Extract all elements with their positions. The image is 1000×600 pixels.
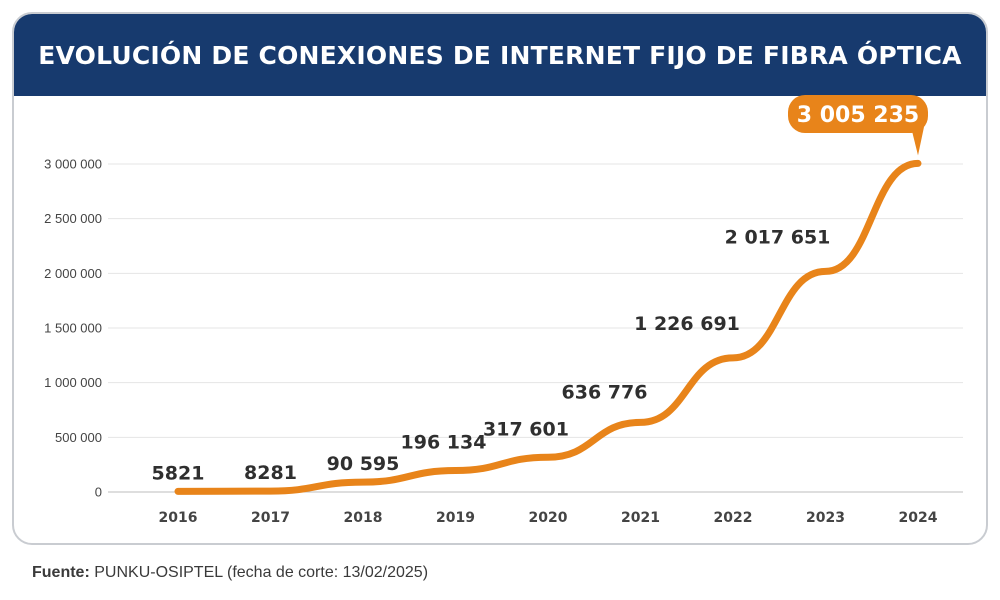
x-tick-label: 2018 — [344, 510, 383, 526]
y-tick-label: 1 000 000 — [44, 375, 102, 390]
x-tick-label: 2019 — [436, 510, 475, 526]
callout-pointer — [912, 127, 924, 156]
data-label: 2 017 651 — [725, 226, 831, 248]
data-label: 317 601 — [483, 418, 569, 440]
x-tick-label: 2022 — [714, 510, 753, 526]
y-tick-label: 2 000 000 — [44, 266, 102, 281]
data-label: 1 226 691 — [634, 313, 740, 335]
data-label: 5821 — [152, 462, 205, 484]
highlight-callout: 3 005 235 — [788, 95, 928, 156]
data-label: 90 595 — [327, 453, 400, 475]
x-tick-label: 2020 — [529, 510, 568, 526]
x-tick-label: 2016 — [159, 510, 198, 526]
y-tick-label: 1 500 000 — [44, 321, 102, 336]
source-text: PUNKU-OSIPTEL (fecha de corte: 13/02/202… — [94, 564, 429, 581]
y-tick-label: 3 000 000 — [44, 157, 102, 172]
source-label: Fuente: — [32, 564, 90, 581]
x-tick-label: 2024 — [899, 510, 938, 526]
y-tick-label: 500 000 — [55, 430, 102, 445]
x-tick-label: 2017 — [251, 510, 290, 526]
title-banner: EVOLUCIÓN DE CONEXIONES DE INTERNET FIJO… — [14, 14, 986, 96]
x-tick-label: 2023 — [806, 510, 845, 526]
data-label-highlight: 3 005 235 — [797, 103, 919, 128]
y-tick-label: 0 — [95, 485, 102, 500]
y-tick-label: 2 500 000 — [44, 211, 102, 226]
x-tick-label: 2021 — [621, 510, 660, 526]
chart-title: EVOLUCIÓN DE CONEXIONES DE INTERNET FIJO… — [38, 40, 962, 70]
data-label: 196 134 — [401, 432, 487, 454]
source-note: Fuente: PUNKU-OSIPTEL (fecha de corte: 1… — [32, 564, 428, 582]
callout-bubble — [788, 95, 928, 133]
data-label: 8281 — [244, 462, 297, 484]
data-label: 636 776 — [562, 381, 648, 403]
series-line — [174, 159, 922, 495]
